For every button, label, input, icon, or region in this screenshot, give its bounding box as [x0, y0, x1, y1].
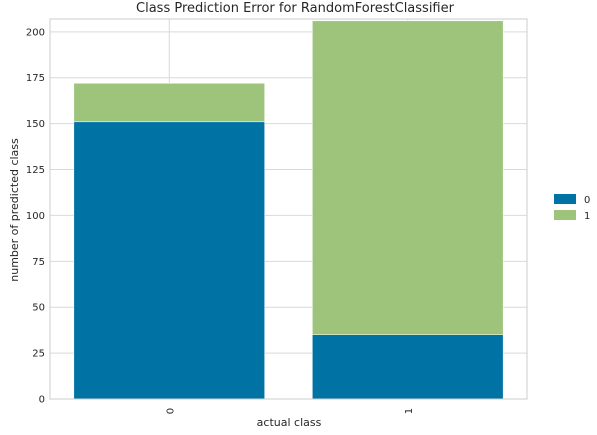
y-tick-label: 175 [26, 73, 45, 84]
legend-label-0: 0 [584, 195, 590, 206]
y-tick-label: 0 [39, 395, 45, 406]
y-tick-label: 50 [32, 303, 45, 314]
legend: 01 [554, 194, 590, 222]
y-tick-label: 125 [26, 165, 45, 176]
y-tick-label: 200 [26, 27, 45, 38]
plot-border [49, 18, 528, 400]
legend-swatch-1 [554, 210, 576, 220]
y-tick-label: 75 [32, 257, 45, 268]
y-axis-label: number of predicted class [8, 138, 21, 282]
legend-swatch-0 [554, 194, 576, 204]
plot-area: 0 25 50 75 100 125 150 175 200 0 1 [26, 18, 528, 414]
bar-series-1-category-1 [312, 20, 504, 335]
bar-series-1-category-0 [73, 83, 265, 123]
bar-series-0-category-0 [73, 121, 265, 400]
y-tick-label: 25 [32, 349, 45, 360]
x-tick-label: 1 [404, 408, 415, 414]
bar-series-0-category-1 [312, 334, 504, 400]
x-axis-label: actual class [257, 416, 322, 429]
legend-label-1: 1 [584, 211, 590, 222]
chart-title: Class Prediction Error for RandomForestC… [136, 1, 455, 16]
y-tick-label: 100 [26, 211, 45, 222]
x-tick-label: 0 [165, 408, 176, 414]
y-tick-label: 150 [26, 119, 45, 130]
